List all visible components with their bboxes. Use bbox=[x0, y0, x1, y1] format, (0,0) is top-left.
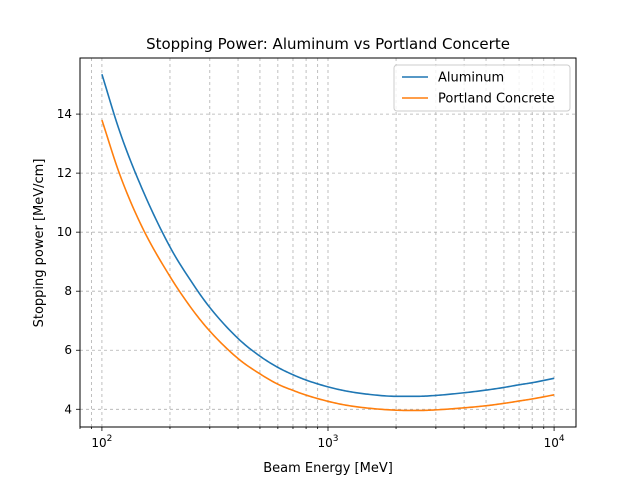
y-tick-label: 8 bbox=[64, 284, 72, 298]
legend-label: Aluminum bbox=[438, 71, 504, 86]
legend-label: Portland Concrete bbox=[438, 92, 555, 107]
y-tick-label: 10 bbox=[57, 225, 72, 239]
y-tick-label: 4 bbox=[64, 402, 72, 416]
x-tick-label: 102 bbox=[91, 434, 112, 450]
x-tick-label: 103 bbox=[317, 434, 338, 450]
y-tick-label: 12 bbox=[57, 166, 72, 180]
series-line-portland-concrete bbox=[101, 119, 555, 412]
x-tick-label: 104 bbox=[544, 434, 565, 450]
legend: Aluminum Portland Concrete bbox=[393, 64, 571, 112]
y-tick-label: 6 bbox=[64, 343, 72, 357]
x-axis-label: Beam Energy [MeV] bbox=[263, 461, 393, 476]
tick-layer: 4 6 8 10 12 14 102 103 104 bbox=[57, 107, 565, 450]
series-layer bbox=[101, 74, 555, 412]
chart-title: Stopping Power: Aluminum vs Portland Con… bbox=[146, 35, 510, 53]
legend-box bbox=[393, 64, 571, 112]
y-axis-label: Stopping power [MeV/cm] bbox=[32, 159, 47, 328]
series-line-aluminum bbox=[101, 74, 555, 398]
grid-layer bbox=[79, 58, 576, 427]
y-tick-label: 14 bbox=[57, 107, 72, 121]
